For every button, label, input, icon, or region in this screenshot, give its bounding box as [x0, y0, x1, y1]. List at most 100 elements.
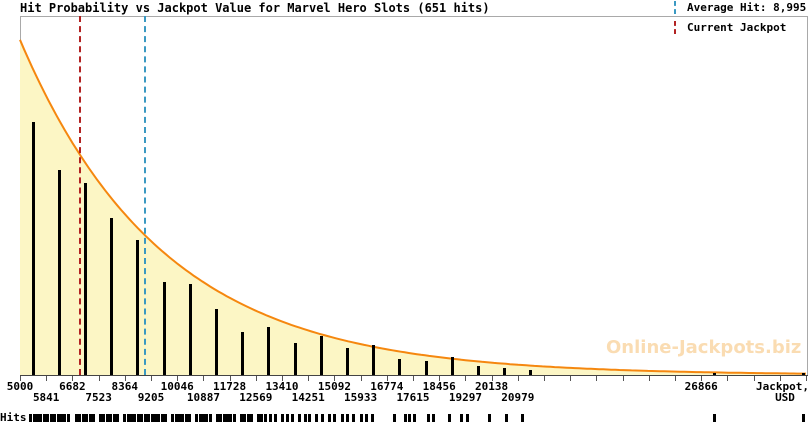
x-axis-title-line2: USD: [775, 391, 795, 404]
histogram-bar: [83, 183, 87, 375]
x-axis-tick: [46, 376, 48, 381]
histogram-bar: [319, 336, 323, 375]
rug-hit-mark: [345, 414, 349, 422]
x-axis-tick: [439, 376, 441, 381]
histogram-bar: [162, 281, 166, 375]
legend-entry-average-hit: Average Hit: 8,995: [674, 1, 806, 14]
average-hit-legend-label: Average Hit: 8,995: [687, 1, 807, 14]
current-jackpot-legend-marker-icon: [674, 21, 676, 34]
rug-hit-mark: [407, 414, 411, 422]
rug-hit-mark: [143, 414, 147, 422]
rug-hit-mark: [154, 414, 158, 422]
rug-hit-mark: [201, 414, 205, 422]
histogram-bar: [450, 356, 454, 375]
rug-hit-mark: [88, 414, 92, 422]
rug-hit-mark: [140, 414, 144, 422]
rug-hit-mark: [291, 414, 295, 422]
x-axis-tick: [465, 376, 467, 381]
x-axis-tick: [622, 376, 624, 381]
rug-hit-mark: [102, 414, 106, 422]
rug-hit-mark: [92, 414, 96, 422]
x-axis-tick: [413, 376, 414, 381]
rug-hit-mark: [198, 414, 202, 422]
x-axis-tick: [517, 376, 519, 381]
x-axis-tick-label: 10046: [160, 380, 194, 393]
histogram-bar: [345, 347, 349, 375]
average-hit-line: [144, 16, 147, 375]
histogram-bar: [57, 169, 61, 375]
rug-hit-mark: [39, 414, 43, 422]
rug-hit-mark: [59, 414, 63, 422]
x-axis-tick: [72, 376, 74, 381]
rug-hit-mark: [308, 414, 312, 422]
rug-hit-mark: [320, 414, 324, 422]
rug-hit-mark: [66, 414, 70, 422]
histogram-bar: [802, 372, 805, 375]
current-jackpot-legend-label: Current Jackpot: [687, 21, 787, 34]
rug-hit-mark: [225, 414, 229, 422]
histogram-bar: [31, 121, 35, 375]
rug-hit-mark: [53, 414, 57, 422]
histogram-bar: [214, 308, 218, 375]
x-axis-tick-label: 7523: [85, 391, 112, 404]
rug-hit-mark: [229, 414, 233, 422]
rug-hit-mark: [136, 414, 140, 422]
x-axis-tick-label: 17615: [396, 391, 430, 404]
rug-hit-mark: [232, 414, 236, 422]
rug-hit-mark: [42, 414, 46, 422]
rug-hit-mark: [712, 414, 716, 422]
rug-hit-mark: [63, 414, 67, 422]
x-axis-tick-label: 11728: [213, 380, 247, 393]
rug-hit-mark: [116, 414, 119, 422]
rug-hit-mark: [249, 414, 253, 422]
x-axis-tick: [282, 376, 283, 381]
x-axis-tick-label: 12569: [239, 391, 273, 404]
current-jackpot-line: [78, 16, 81, 375]
rug-hit-mark: [46, 414, 50, 422]
rug-hit-mark: [109, 414, 113, 422]
x-axis-tick: [806, 376, 807, 381]
x-axis-tick-label: 13410: [265, 380, 299, 393]
rug-hit-mark: [81, 414, 85, 422]
rug-hit-mark: [521, 414, 524, 422]
rug-hit-mark: [112, 414, 116, 422]
rug-hit-mark: [123, 414, 127, 422]
rug-hit-mark: [392, 414, 396, 422]
rug-hit-mark: [133, 414, 137, 422]
rug-hit-mark: [465, 414, 469, 422]
legend-entry-current-jackpot: Current Jackpot: [674, 21, 786, 34]
x-axis-tick-label: 5841: [32, 391, 60, 404]
x-axis-tick: [596, 376, 598, 381]
rug-hit-mark: [504, 414, 508, 422]
rug-hit-mark: [280, 414, 284, 422]
rug-hit-mark: [404, 414, 408, 422]
chart-title: Hit Probability vs Jackpot Value for Mar…: [20, 1, 490, 15]
rug-hit-mark: [263, 414, 267, 422]
rug-hit-mark: [208, 414, 212, 422]
rug-hit-mark: [205, 414, 209, 422]
x-axis-tick-label: 19297: [448, 391, 482, 404]
rug-hit-mark: [49, 414, 53, 422]
histogram-bar: [136, 240, 140, 375]
x-axis-tick: [203, 376, 205, 381]
rug-hit-mark: [459, 414, 463, 422]
rug-hit-mark: [215, 414, 219, 422]
rug-hit-mark: [315, 414, 319, 422]
rug-hit-mark: [340, 414, 344, 422]
x-axis-tick-label: 20138: [475, 380, 509, 393]
rug-hit-mark: [286, 414, 290, 422]
rug-hit-mark: [239, 414, 243, 422]
x-axis-tick: [753, 376, 755, 381]
rug-hit-mark: [164, 414, 168, 422]
rug-hit-mark: [130, 414, 134, 422]
rug-hit-mark: [426, 414, 430, 422]
rug-hit-mark: [246, 414, 250, 422]
x-axis-tick-label: 14251: [291, 391, 325, 404]
rug-hit-mark: [365, 414, 369, 422]
x-axis-tick-label: 16774: [370, 380, 404, 393]
x-axis-tick-label: 20979: [501, 391, 535, 404]
x-axis-tick: [124, 376, 126, 381]
rug-hit-mark: [188, 414, 192, 422]
